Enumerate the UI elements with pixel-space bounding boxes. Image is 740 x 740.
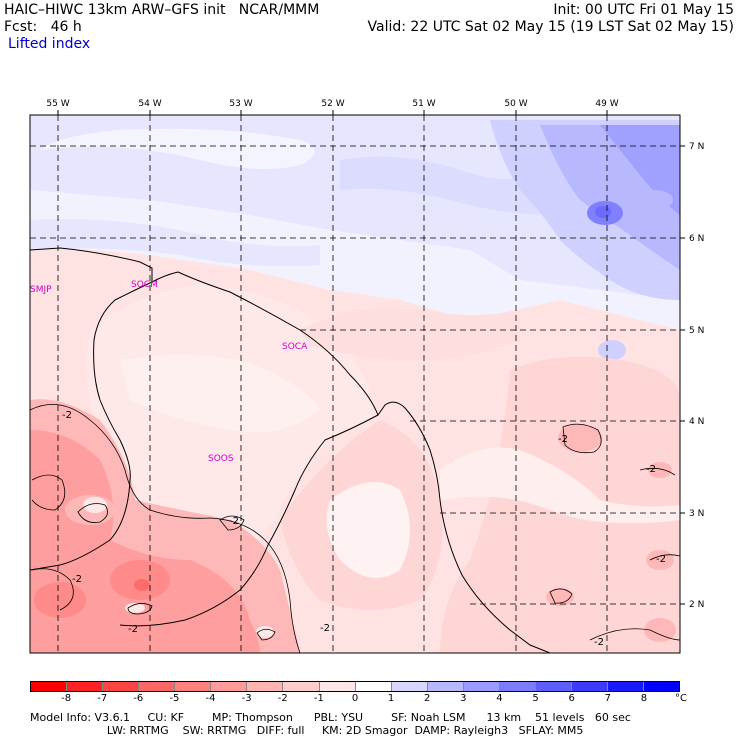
- colorbar-tick-label: -4: [205, 693, 216, 704]
- colorbar-swatch: [426, 682, 463, 691]
- contour-label: -2: [62, 410, 72, 421]
- lon-label: 51 W: [412, 99, 435, 109]
- model-info-line1: Model Info: V3.6.1 CU: KF MP: Thompson P…: [30, 711, 631, 724]
- colorbar-tick-label: -7: [97, 693, 108, 704]
- colorbar-tick-label: 3: [460, 693, 467, 704]
- coastline-borders: [30, 247, 551, 653]
- contour-label: -2: [594, 637, 604, 648]
- forecast-hour: Fcst: 46 h: [4, 19, 82, 35]
- colorbar-unit: °C: [675, 693, 687, 704]
- colorbar-swatch: [643, 682, 680, 691]
- colorbar-tick-label: -5: [169, 693, 180, 704]
- lat-label: 6 N: [689, 234, 704, 244]
- field-name: Lifted index: [8, 36, 91, 52]
- colorbar-tick-label: -3: [241, 693, 252, 704]
- colorbar-swatch: [462, 682, 499, 691]
- colorbar-swatch: [282, 682, 319, 691]
- lon-label: 49 W: [595, 99, 618, 109]
- station-soos: SOOS: [208, 454, 234, 464]
- map-frame: [29, 114, 681, 654]
- station-smjp: SMJP: [30, 285, 52, 295]
- contour-lines: [30, 404, 680, 653]
- colorbar-tick-label: 7: [604, 693, 611, 704]
- lat-label: 7 N: [689, 142, 704, 152]
- colorbar-swatch: [31, 682, 67, 691]
- lon-label: 52 W: [321, 99, 344, 109]
- lat-label: 2 N: [689, 600, 704, 610]
- colorbar-tick-label: 5: [532, 693, 539, 704]
- lon-label: 54 W: [138, 99, 161, 109]
- latitude-labels: 7 N 6 N 5 N 4 N 3 N 2 N: [689, 142, 704, 610]
- grid-lines: [30, 115, 680, 653]
- lat-label: 4 N: [689, 417, 704, 427]
- colorbar-swatch: [66, 682, 103, 691]
- colorbar-swatch: [318, 682, 355, 691]
- contour-label: -2: [128, 624, 138, 635]
- colorbar-swatch: [607, 682, 644, 691]
- colorbar-labels: -8 -7 -6 -5 -4 -3 -2 -1 0 1 2 3 4 5 6 7 8: [0, 693, 740, 707]
- contour-label: -2: [646, 464, 656, 475]
- colorbar-swatch: [354, 682, 391, 691]
- colorbar-tick-label: -2: [277, 693, 288, 704]
- contour-value-labels: -2 -2 -2 -2 -2 -2 -2 -2 -2: [62, 410, 666, 648]
- colorbar-tick-label: -8: [61, 693, 72, 704]
- colorbar-swatch: [138, 682, 175, 691]
- model-info-line2: LW: RRTMG SW: RRTMG DIFF: full KM: 2D Sm…: [30, 724, 584, 737]
- lat-label: 5 N: [689, 326, 704, 336]
- colorbar-tick-label: 2: [424, 693, 431, 704]
- colorbar-swatch: [498, 682, 535, 691]
- lon-label: 50 W: [504, 99, 527, 109]
- lon-label: 55 W: [46, 99, 69, 109]
- colorbar-tick-label: 4: [496, 693, 503, 704]
- contour-label: -2: [72, 574, 82, 585]
- tick-marks: [57, 110, 685, 605]
- colorbar-swatch: [534, 682, 571, 691]
- shaded-field: [30, 115, 680, 653]
- plot-title: HAIC–HIWC 13km ARW–GFS init NCAR/MMM: [4, 2, 320, 18]
- init-time: Init: 00 UTC Fri 01 May 15: [553, 2, 734, 18]
- lon-label: 53 W: [229, 99, 252, 109]
- colorbar-swatch: [174, 682, 211, 691]
- colorbar-tick-label: 1: [387, 693, 395, 704]
- colorbar-swatch: [390, 682, 427, 691]
- colorbar-swatch: [210, 682, 247, 691]
- colorbar-tick-label: -1: [313, 693, 324, 704]
- station-soca: SOCA: [282, 342, 308, 352]
- valid-time: Valid: 22 UTC Sat 02 May 15 (19 LST Sat …: [367, 19, 734, 35]
- station-labels: SMJP SOCM SOCA SOOS: [30, 280, 308, 464]
- station-socm: SOCM: [131, 280, 158, 290]
- lat-label: 3 N: [689, 509, 704, 519]
- colorbar-tick-label: 8: [640, 693, 648, 704]
- colorbar-swatch: [246, 682, 283, 691]
- colorbar-tick-label: 6: [568, 693, 575, 704]
- colorbar-tick-label: 0: [351, 693, 359, 704]
- colorbar-swatch: [102, 682, 139, 691]
- contour-label: -2: [229, 516, 239, 527]
- colorbar: [30, 681, 680, 692]
- contour-label: -2: [558, 434, 568, 445]
- colorbar-swatch: [570, 682, 607, 691]
- contour-label: -2: [320, 623, 330, 634]
- contour-label: -2: [656, 554, 666, 565]
- colorbar-tick-label: -6: [133, 693, 144, 704]
- longitude-labels: 55 W 54 W 53 W 52 W 51 W 50 W 49 W: [46, 99, 618, 109]
